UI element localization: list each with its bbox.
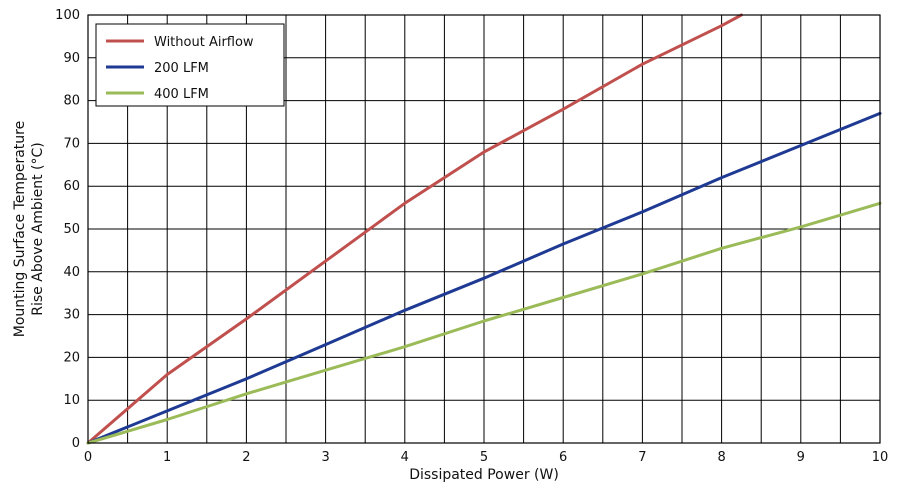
- y-tick-label: 10: [63, 393, 80, 408]
- x-tick-label: 8: [717, 450, 725, 465]
- x-tick-label: 3: [321, 450, 329, 465]
- legend-label: 200 LFM: [154, 61, 209, 76]
- plot-frame: [87, 14, 881, 444]
- x-tick-label: 9: [797, 450, 805, 465]
- x-tick-label: 1: [163, 450, 171, 465]
- y-axis-label-line-2: Rise Above Ambient (°C): [30, 142, 46, 315]
- x-tick-label: 7: [638, 450, 646, 465]
- x-tick-label: 0: [84, 450, 92, 465]
- x-tick-label: 4: [401, 450, 409, 465]
- series-line-200-lfm: [86, 111, 882, 445]
- legend-label: Without Airflow: [154, 35, 254, 50]
- y-tick-label: 0: [72, 436, 80, 451]
- x-tick-label: 2: [242, 450, 250, 465]
- y-tick-label: 80: [63, 94, 80, 109]
- y-tick-label: 30: [63, 308, 80, 323]
- y-tick-label: 90: [63, 51, 80, 66]
- series-line-400-lfm: [86, 201, 882, 445]
- series-layer: [86, 13, 882, 445]
- y-tick-label: 20: [63, 350, 80, 365]
- legend-label: 400 LFM: [154, 87, 209, 102]
- y-tick-label: 100: [55, 8, 80, 23]
- y-tick-label: 40: [63, 265, 80, 280]
- x-tick-label: 10: [872, 450, 889, 465]
- legend: Without Airflow 200 LFM 400 LFM: [95, 23, 285, 107]
- x-tick-label: 6: [559, 450, 567, 465]
- x-axis-label: Dissipated Power (W): [409, 467, 559, 483]
- series-line-without-airflow: [86, 13, 743, 445]
- x-tick-label: 5: [480, 450, 488, 465]
- y-tick-label: 70: [63, 136, 80, 151]
- y-tick-label: 50: [63, 222, 80, 237]
- y-tick-label: 60: [63, 179, 80, 194]
- y-axis-label-line-1: Mounting Surface Temperature: [12, 121, 28, 337]
